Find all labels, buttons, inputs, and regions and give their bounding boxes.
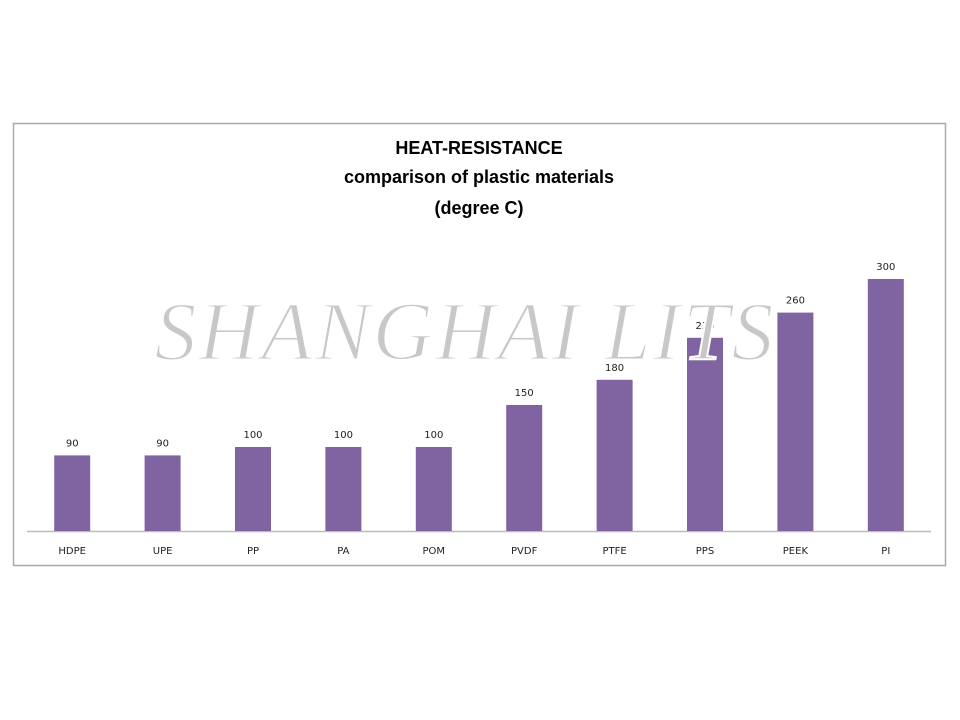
bar (506, 405, 543, 531)
data-label: 90 (156, 438, 169, 449)
data-label: 100 (334, 430, 353, 441)
bar (777, 312, 814, 531)
x-tick-label: HDPE (58, 546, 86, 557)
x-tick-label: PEEK (783, 546, 809, 557)
data-label: 230 (695, 321, 714, 332)
x-tick-label: PVDF (511, 546, 538, 557)
x-tick-label: POM (423, 546, 446, 557)
bar (415, 447, 452, 531)
bar (54, 455, 91, 531)
chart-title: HEAT-RESISTANCE (395, 138, 562, 158)
data-label: 90 (66, 438, 79, 449)
x-tick-label: PA (337, 546, 349, 557)
watermark: SHANGHAI LITS (154, 285, 775, 378)
x-tick-label: PPS (696, 546, 714, 557)
bar (596, 379, 633, 531)
data-label: 100 (424, 430, 443, 441)
data-label: 300 (876, 262, 895, 273)
bar (325, 447, 362, 531)
x-tick-label: PTFE (602, 546, 626, 557)
x-tick-label: UPE (153, 546, 173, 557)
x-tick-label: PP (247, 546, 259, 557)
bar (144, 455, 181, 531)
bar (867, 279, 904, 531)
bar (687, 337, 723, 531)
data-label: 100 (243, 430, 262, 441)
bar (235, 447, 271, 531)
chart-subtitle: (degree C) (434, 198, 523, 218)
data-label: 260 (786, 296, 805, 307)
data-label: 180 (605, 363, 624, 374)
chart-subtitle: comparison of plastic materials (344, 167, 614, 187)
data-label: 150 (515, 388, 534, 399)
x-tick-label: PI (881, 546, 890, 557)
